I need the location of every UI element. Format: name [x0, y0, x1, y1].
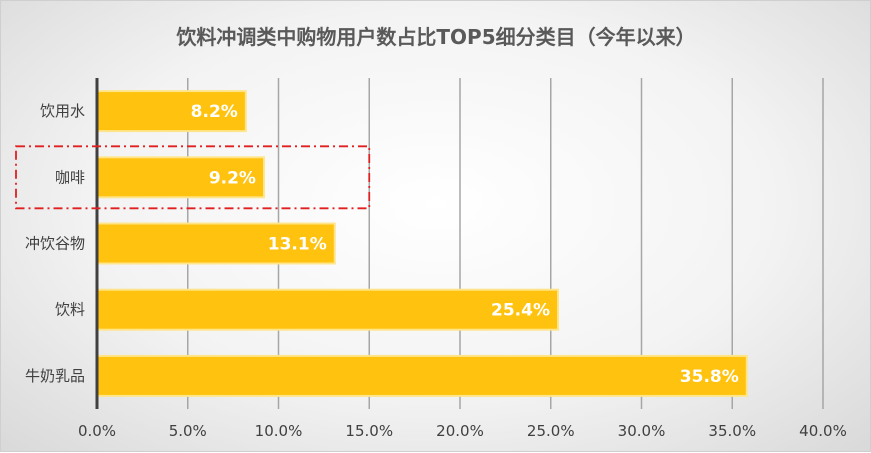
- x-tick-label: 30.0%: [618, 422, 666, 440]
- x-tick-label: 40.0%: [799, 422, 847, 440]
- category-label: 牛奶乳品: [25, 367, 85, 385]
- grid-lines: [187, 78, 824, 409]
- data-label: 35.8%: [680, 367, 739, 387]
- category-label: 冲饮谷物: [25, 235, 85, 253]
- x-tick-label: 25.0%: [527, 422, 575, 440]
- highlight-box: [15, 145, 371, 210]
- data-label: 25.4%: [491, 301, 550, 321]
- x-tick-label: 35.0%: [708, 422, 756, 440]
- data-label: 9.2%: [209, 168, 256, 188]
- bar: [96, 156, 265, 199]
- bar: [96, 354, 748, 397]
- category-label: 饮料: [55, 301, 85, 319]
- bar: [96, 222, 336, 265]
- category-label: 咖啡: [55, 168, 85, 186]
- category-label: 饮用水: [40, 102, 85, 120]
- data-label: 8.2%: [191, 102, 238, 122]
- x-tick-label: 0.0%: [78, 422, 116, 440]
- x-tick-label: 5.0%: [169, 422, 207, 440]
- bars: [96, 90, 748, 397]
- data-label: 13.1%: [268, 235, 327, 255]
- chart-title: 饮料冲调类中购物用户数占比TOP5细分类目（今年以来）: [175, 25, 695, 49]
- x-tick-label: 20.0%: [436, 422, 484, 440]
- bar: [96, 288, 560, 331]
- x-tick-label: 10.0%: [255, 422, 303, 440]
- labels: 0.0% 5.0% 10.0% 15.0% 20.0% 25.0% 30.0% 35.0% 40…: [15, 102, 847, 440]
- x-tick-label: 15.0%: [345, 422, 393, 440]
